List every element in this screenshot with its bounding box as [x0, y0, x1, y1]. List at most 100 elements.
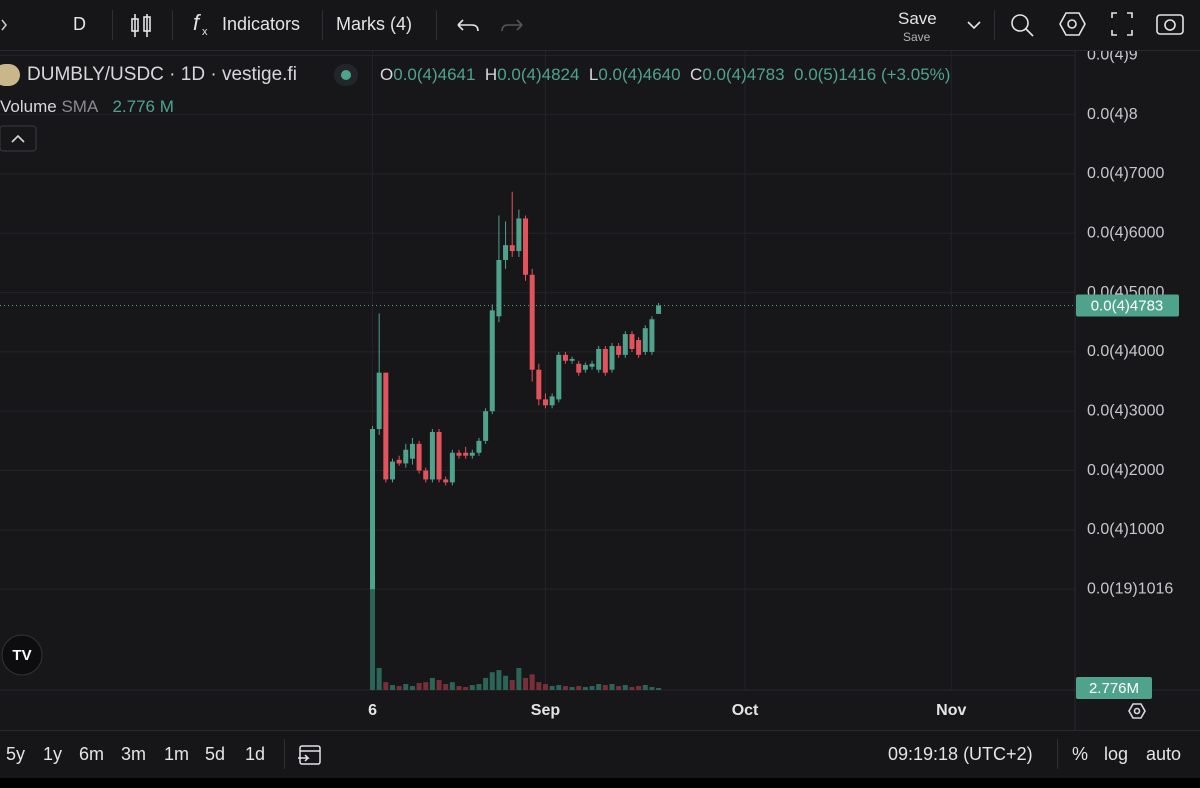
candle-body [456, 452, 462, 456]
alert-icon[interactable] [1011, 14, 1029, 32]
candle-body [443, 479, 449, 483]
candle-body [569, 359, 575, 361]
fullscreen-icon[interactable] [1111, 12, 1133, 36]
plot [0, 191, 1075, 690]
volume-bar [602, 685, 608, 690]
collapse-button[interactable] [0, 125, 37, 152]
volume-bar [582, 687, 588, 690]
ohlc: O0.0(4)4641 H0.0(4)4824 L0.0(4)4640 C0.0… [380, 65, 950, 85]
percent-toggle[interactable]: % [1072, 744, 1089, 764]
range-button[interactable]: 3m [121, 744, 147, 764]
indicators[interactable]: Indicators [222, 14, 301, 34]
range-button[interactable]: 1m [164, 744, 190, 764]
redo-icon[interactable] [501, 19, 523, 32]
volume-bar [616, 686, 622, 690]
axes: 0.0(4)90.0(4)80.0(4)70000.0(4)60000.0(4)… [368, 47, 1179, 719]
interval[interactable]: D [73, 14, 86, 34]
candle-body [449, 452, 455, 483]
o-key: O [380, 65, 394, 84]
candle-body [622, 334, 628, 355]
clock: 09:19:18 (UTC+2) [888, 744, 1033, 764]
screenshot-icon[interactable] [1156, 14, 1184, 35]
auto-toggle[interactable]: auto [1146, 744, 1182, 764]
c-val: 0.0(4)4783 [702, 65, 785, 84]
candle-body [403, 449, 409, 464]
candle-body [556, 354, 562, 400]
bottom-bar: 5y 1y 6m 3m 1m 5d 1d 09:19:18 (UTC+2) % log au… [0, 730, 1200, 779]
save-sub: Save [903, 30, 931, 44]
last-price-box [1076, 294, 1179, 317]
volume-bar [469, 685, 475, 690]
x-tick-label: Sep [531, 702, 561, 719]
candle-body [616, 345, 622, 355]
range-button[interactable]: 1y [43, 744, 63, 764]
chart: 0.0(4)90.0(4)80.0(4)70000.0(4)60000.0(4)… [0, 47, 1200, 730]
y-tick-label: 0.0(4)6000 [1087, 224, 1164, 241]
symbol-logo [0, 64, 20, 86]
candle-body [536, 369, 542, 400]
candle-body [396, 459, 402, 464]
settings-icon[interactable] [1128, 703, 1146, 719]
candle-body [576, 363, 582, 373]
date-range-icon[interactable] [296, 741, 324, 769]
candle-body [549, 396, 555, 406]
volume-bar [489, 672, 495, 690]
volume-bar [496, 670, 502, 690]
volume-bar [409, 686, 415, 690]
candle-icon[interactable] [131, 14, 151, 37]
collapse-icon [11, 134, 25, 143]
candle-body [416, 443, 422, 471]
o-val: 0.0(4)4641 [393, 65, 476, 84]
settings-icon-top[interactable] [1059, 12, 1086, 36]
volume-bar [509, 680, 515, 690]
range-button[interactable]: 5y [6, 744, 26, 764]
candle-body [496, 259, 502, 317]
range-button[interactable]: 5d [205, 744, 226, 764]
x-tick-label: Nov [936, 702, 966, 719]
fx-icon[interactable]: f [193, 10, 202, 35]
candle-body [589, 363, 595, 367]
undo-icon[interactable] [457, 19, 479, 32]
candle-body [429, 431, 435, 480]
volume-bar [396, 686, 402, 690]
candle-body [516, 218, 522, 252]
volume-bar [642, 685, 648, 690]
range-button[interactable]: 6m [79, 744, 105, 764]
save[interactable]: Save [898, 9, 937, 28]
volume-bar [629, 687, 635, 690]
tv-logo[interactable]: TV [1, 634, 43, 676]
sma-label: SMA [61, 97, 99, 116]
volume-bar [523, 677, 529, 690]
volume-bar [576, 686, 582, 690]
y-tick-label: 0.0(4)1000 [1087, 521, 1164, 538]
symbol[interactable]: DUMBLY/USDC · 1D · vestige.fi [27, 64, 297, 85]
save-menu[interactable] [967, 21, 981, 30]
volume-bar [376, 667, 382, 690]
y-tick-label: 0.0(4)2000 [1087, 462, 1164, 479]
change: 0.0(5)1416 (+3.05%) [794, 65, 951, 84]
volume-bar [536, 682, 542, 690]
volume-bar [596, 684, 602, 690]
log-toggle[interactable]: log [1104, 744, 1129, 764]
marks[interactable]: Marks (4) [336, 14, 412, 34]
volume-bar [556, 685, 562, 690]
volume-legend: Volume SMA 2.776 M [0, 97, 174, 117]
volume-bar [503, 675, 509, 690]
last-price-label: 0.0(4)4783 [1091, 297, 1164, 314]
candle-body [463, 452, 469, 456]
status-dot-bg [334, 64, 358, 86]
volume-bar [429, 677, 435, 690]
volume-bar [529, 674, 535, 690]
volume-bar [443, 684, 449, 690]
svg-text:x: x [202, 26, 208, 38]
h-val: 0.0(4)4824 [497, 65, 580, 84]
candle-body [562, 354, 568, 361]
volume-bar [456, 686, 462, 690]
range-button[interactable]: 1d [245, 744, 266, 764]
candle-body [629, 334, 635, 349]
volume-bar [403, 684, 409, 690]
volume-bar [622, 685, 628, 690]
candle-body [370, 429, 376, 590]
